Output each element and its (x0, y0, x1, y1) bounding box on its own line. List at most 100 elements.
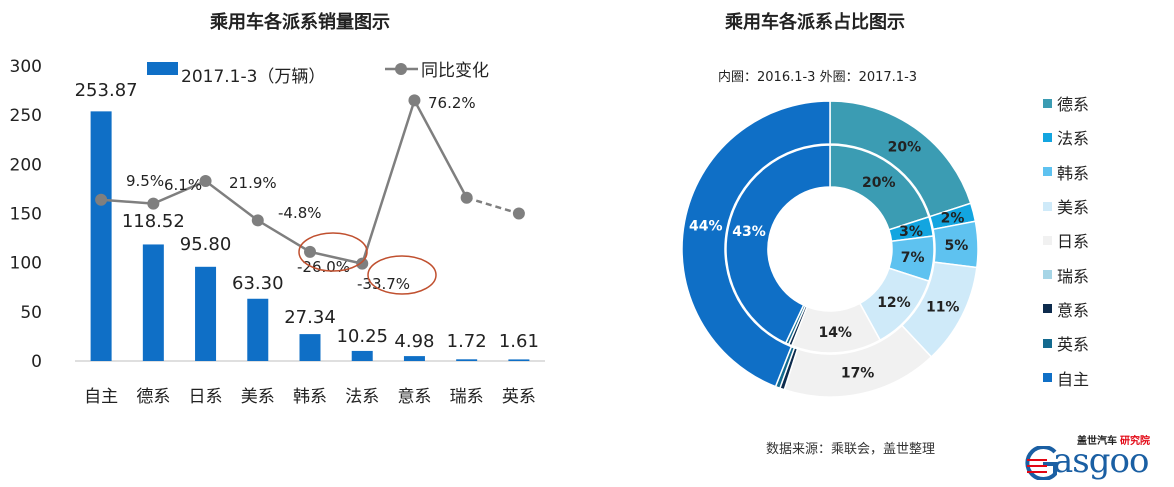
legend-label: 日系 (1057, 232, 1090, 252)
y-tick-label: 0 (31, 352, 42, 372)
bar-data-label: 1.61 (499, 331, 539, 352)
legend-label: 美系 (1057, 198, 1090, 218)
legend-bar-label: 2017.1-3（万辆） (181, 67, 325, 87)
y-tick-label: 100 (10, 254, 42, 274)
legend-swatch (1043, 373, 1052, 383)
legend-bar-swatch (147, 62, 178, 75)
yoy-label: 9.5% (126, 172, 164, 190)
bar (456, 359, 478, 361)
bar (247, 298, 269, 361)
y-tick-label: 150 (10, 205, 42, 225)
legend-label: 英系 (1057, 335, 1090, 355)
y-tick-label: 200 (10, 155, 42, 175)
bar-data-label: 63.30 (232, 273, 284, 294)
bar-data-label: 10.25 (336, 326, 388, 347)
yoy-label: -33.7% (357, 275, 410, 293)
legend-swatch (1043, 201, 1052, 211)
legend-line-marker (395, 63, 407, 75)
bar (195, 266, 217, 361)
x-tick-label: 自主 (84, 387, 118, 407)
donut-chart: 20% 2% 5% 11% 17% 44% 20% 3% 7% 12% 14% 43% (681, 100, 979, 398)
outer-ring-label: 17% (841, 365, 875, 381)
legend-swatch (1043, 98, 1052, 108)
legend-label: 意系 (1057, 300, 1090, 320)
x-tick-label: 美系 (241, 387, 275, 407)
x-tick-label: 意系 (397, 387, 431, 407)
bar-data-label: 4.98 (394, 331, 434, 352)
inner-ring-label: 3% (899, 224, 923, 240)
yoy-label: 21.9% (229, 174, 277, 192)
donut-legend-item: 意系 (1043, 292, 1089, 326)
inner-ring-label: 20% (862, 175, 896, 191)
donut-legend: 德系法系韩系美系日系瑞系意系英系自主 (1043, 86, 1089, 395)
yoy-point (460, 191, 473, 204)
donut-legend-item: 法系 (1043, 120, 1089, 154)
yoy-label: -26.0% (297, 258, 350, 276)
donut-legend-item: 日系 (1043, 223, 1089, 257)
bar-data-label: 27.34 (284, 307, 336, 328)
bar-data-label: 253.87 (75, 80, 138, 101)
yoy-point (251, 214, 264, 227)
yoy-label: 6.1% (164, 176, 202, 194)
legend-swatch (1043, 270, 1052, 280)
donut-chart-title: 乘用车各派系占比图示 (725, 12, 905, 33)
yoy-line-dashed (466, 196, 520, 215)
inner-ring-label: 7% (901, 250, 925, 266)
yoy-label: -4.8% (278, 204, 322, 222)
outer-ring-label: 2% (941, 211, 965, 227)
bar (90, 111, 112, 361)
data-source-note: 数据来源：乘联会，盖世整理 (766, 442, 936, 457)
bar (403, 356, 425, 361)
yoy-point (356, 257, 369, 270)
gasgoo-logo: 盖世汽车 研究院 asgoo (1025, 432, 1170, 480)
bar (508, 359, 530, 361)
outer-ring-label: 11% (926, 299, 960, 315)
x-tick-label: 日系 (189, 387, 223, 407)
bar-data-label: 118.52 (122, 211, 185, 232)
legend-label: 瑞系 (1057, 266, 1090, 286)
highlight-ellipse-han (298, 232, 368, 272)
bar (142, 244, 164, 361)
highlight-ellipse-fa (367, 255, 437, 295)
bar (299, 334, 321, 361)
outer-ring-label: 44% (689, 218, 723, 234)
legend-swatch (1043, 304, 1052, 314)
logo-cn-text: 盖世汽车 研究院 (1077, 436, 1150, 447)
outer-ring-slice (681, 100, 831, 388)
legend-swatch (1043, 132, 1052, 142)
yoy-line (101, 97, 468, 266)
bar (351, 350, 373, 361)
donut-legend-item: 英系 (1043, 326, 1089, 360)
x-tick-label: 瑞系 (450, 387, 484, 407)
legend-swatch (1043, 235, 1052, 245)
yoy-point (408, 94, 421, 107)
inner-ring-label: 43% (732, 224, 766, 240)
yoy-label: 76.2% (428, 94, 476, 112)
inner-ring-label: 14% (818, 325, 852, 341)
y-tick-label: 250 (10, 106, 42, 126)
bar-chart-title: 乘用车各派系销量图示 (210, 12, 390, 33)
yoy-point (304, 245, 316, 258)
inner-ring-slice (725, 144, 831, 345)
donut-legend-item: 自主 (1043, 360, 1089, 394)
legend-label: 德系 (1057, 95, 1090, 115)
outer-ring-label: 20% (888, 140, 922, 156)
x-tick-label: 英系 (502, 387, 536, 407)
legend-label: 韩系 (1057, 163, 1090, 183)
x-tick-label: 德系 (136, 387, 170, 407)
yoy-point (199, 175, 212, 188)
donut-legend-item: 美系 (1043, 189, 1089, 223)
logo-en-text: asgoo (1053, 441, 1149, 481)
bar-data-label: 95.80 (180, 234, 232, 255)
outer-ring-label: 5% (945, 238, 969, 254)
inner-ring-label: 12% (877, 295, 911, 311)
y-tick-label: 300 (10, 57, 42, 77)
logo-g-icon (1025, 446, 1057, 480)
y-tick-label: 50 (20, 303, 42, 323)
legend-swatch (1043, 338, 1052, 348)
legend-label: 自主 (1057, 369, 1090, 389)
x-tick-label: 韩系 (293, 387, 327, 407)
donut-legend-item: 韩系 (1043, 155, 1089, 189)
bar-data-label: 1.72 (447, 331, 487, 352)
yoy-point (512, 207, 525, 220)
